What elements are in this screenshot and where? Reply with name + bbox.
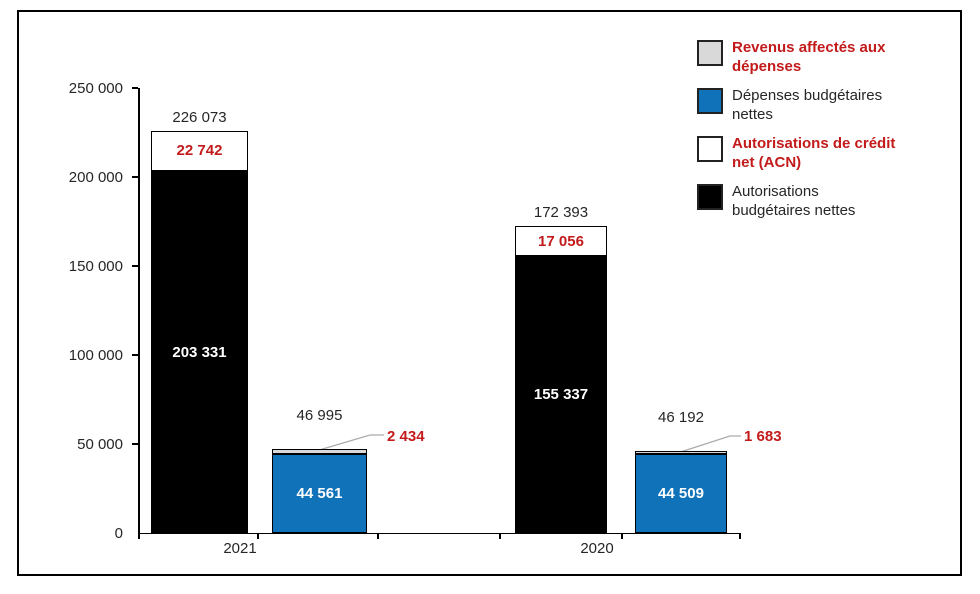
legend-label-autorisations-credit-net: Autorisations de crédit net (ACN) bbox=[732, 135, 896, 171]
y-tick-label-50000: 50 000 bbox=[77, 435, 123, 453]
x-axis-line bbox=[138, 532, 741, 535]
x-category-label-2021: 2021 bbox=[223, 540, 257, 557]
x-category-label-2020: 2020 bbox=[580, 540, 614, 557]
affected-revenues-segment-2020 bbox=[635, 450, 727, 454]
authorizations-total-2020: 172 393 bbox=[533, 204, 589, 222]
net-authorizations-value-2021: 203 331 bbox=[172, 343, 227, 361]
legend-item-autorisations-credit-net: Autorisations de crédit net (ACN) bbox=[697, 134, 912, 172]
authorizations-bar-2021: 22 742 203 331 bbox=[151, 130, 248, 533]
expenses-total-2020: 46 192 bbox=[658, 408, 704, 426]
x-axis-tick bbox=[621, 534, 623, 539]
legend-item-revenus-affectes: Revenus affectés aux dépenses bbox=[697, 38, 912, 76]
legend-swatch-blue bbox=[697, 88, 723, 114]
net-expenses-value-2020: 44 509 bbox=[658, 484, 704, 502]
y-tick-label-0: 0 bbox=[114, 524, 123, 542]
acn-value-2020: 17 056 bbox=[538, 232, 584, 250]
y-tick-label-250000: 250 000 bbox=[68, 79, 123, 97]
chart-border bbox=[17, 10, 962, 576]
legend-label-autorisations-budgetaires: Autorisations budgétaires nettes bbox=[732, 183, 856, 219]
authorizations-bar-2020: 17 056 155 337 bbox=[515, 226, 607, 533]
x-axis-tick bbox=[739, 534, 741, 539]
x-axis-tick bbox=[499, 534, 501, 539]
legend-swatch-white bbox=[697, 136, 723, 162]
y-axis-tick bbox=[132, 354, 138, 356]
x-axis-tick bbox=[257, 534, 259, 539]
y-axis-tick bbox=[132, 443, 138, 445]
authorizations-total-2021: 226 073 bbox=[172, 108, 227, 126]
legend-item-autorisations-budgetaires: Autorisations budgétaires nettes bbox=[697, 182, 912, 220]
legend-swatch-black bbox=[697, 184, 723, 210]
acn-segment-2021: 22 742 bbox=[151, 130, 248, 172]
legend: Revenus affectés aux dépenses Dépenses b… bbox=[697, 38, 912, 230]
affected-revenues-callout-2020: 1 683 bbox=[744, 428, 782, 445]
expenses-bar-2020: 44 509 bbox=[635, 450, 727, 533]
y-tick-label-200000: 200 000 bbox=[68, 168, 123, 186]
x-axis-tick bbox=[377, 534, 379, 539]
legend-label-revenus-affectes: Revenus affectés aux dépenses bbox=[732, 39, 886, 75]
y-axis-tick bbox=[132, 87, 138, 89]
legend-swatch-gray bbox=[697, 40, 723, 66]
acn-value-2021: 22 742 bbox=[176, 142, 223, 160]
net-expenses-segment-2020: 44 509 bbox=[635, 453, 727, 533]
legend-item-depenses-budgetaires: Dépenses budgétaires nettes bbox=[697, 86, 912, 124]
y-tick-label-150000: 150 000 bbox=[68, 257, 123, 275]
affected-revenues-segment-2021 bbox=[272, 449, 367, 454]
net-authorizations-value-2020: 155 337 bbox=[533, 386, 589, 404]
net-authorizations-segment-2021: 203 331 bbox=[151, 171, 248, 533]
y-axis-tick bbox=[132, 176, 138, 178]
x-axis-tick bbox=[138, 534, 140, 539]
expenses-bar-2021: 44 561 bbox=[272, 449, 367, 533]
expenses-total-2021: 46 995 bbox=[296, 407, 343, 425]
acn-segment-2020: 17 056 bbox=[515, 226, 607, 257]
net-expenses-value-2021: 44 561 bbox=[296, 484, 343, 502]
y-axis-tick bbox=[132, 265, 138, 267]
y-axis-line bbox=[138, 88, 140, 534]
net-authorizations-segment-2020: 155 337 bbox=[515, 256, 607, 533]
legend-label-depenses-budgetaires: Dépenses budgétaires nettes bbox=[732, 87, 883, 123]
affected-revenues-callout-2021: 2 434 bbox=[387, 428, 425, 445]
y-tick-label-100000: 100 000 bbox=[68, 346, 123, 364]
net-expenses-segment-2021: 44 561 bbox=[272, 453, 367, 533]
